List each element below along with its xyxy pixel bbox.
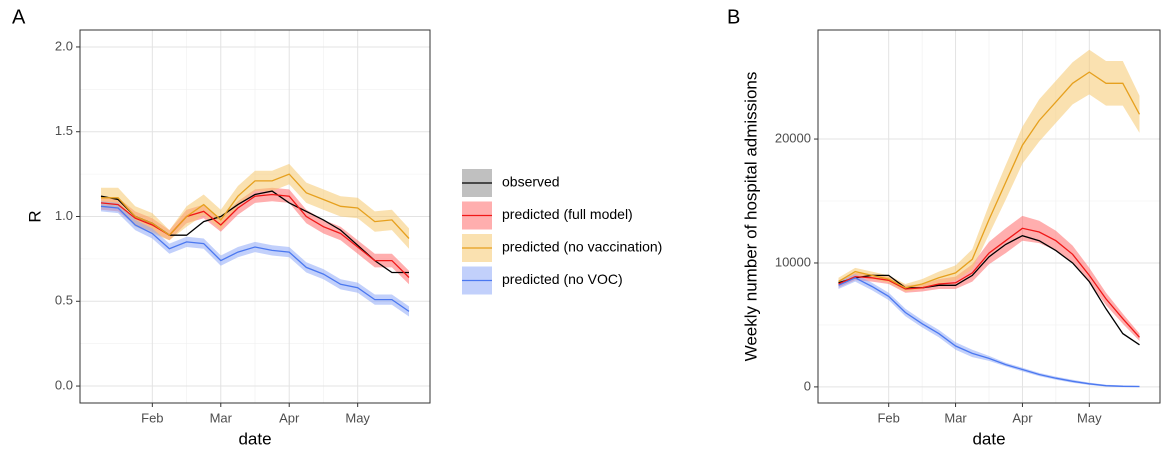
legend-label: predicted (no vaccination) [502,239,662,255]
plot-border [817,29,1161,404]
series-line [838,227,1140,338]
y-tick-label: 1.0 [55,208,73,223]
x-tick-label: Apr [1012,410,1033,425]
y-axis-title: Weekly number of hospital admissions [741,72,760,362]
confidence-band [838,49,1140,292]
y-tick-label: 2.0 [55,38,73,53]
x-tick-label: Feb [877,410,899,425]
x-tick-label: Mar [944,410,967,425]
y-tick-label: 10000 [775,254,811,269]
x-tick-label: Mar [210,410,233,425]
legend-label: predicted (full model) [502,206,633,222]
x-axis-title: date [238,429,271,448]
series-line [100,193,410,278]
x-tick-label: May [1077,410,1102,425]
y-tick-label: 1.5 [55,123,73,138]
y-axis-title: R [25,210,44,222]
panel-label: A [12,6,26,28]
x-tick-label: Feb [141,410,163,425]
series-line [838,277,1140,388]
series-line [838,71,1141,289]
y-tick-label: 20000 [775,130,811,145]
y-tick-label: 0 [804,378,811,393]
series-line [838,235,1140,346]
y-tick-label: 0.5 [55,293,73,308]
x-tick-label: Apr [279,410,300,425]
x-tick-label: May [345,410,370,425]
confidence-band [101,163,409,249]
legend-label: observed [502,174,560,190]
panel-label: B [727,6,740,28]
x-axis-title: date [972,429,1005,448]
y-tick-label: 0.0 [55,377,73,392]
legend-label: predicted (no VOC) [502,271,623,287]
series-line [101,173,410,239]
plot-border [79,29,431,404]
series-line [100,205,410,312]
